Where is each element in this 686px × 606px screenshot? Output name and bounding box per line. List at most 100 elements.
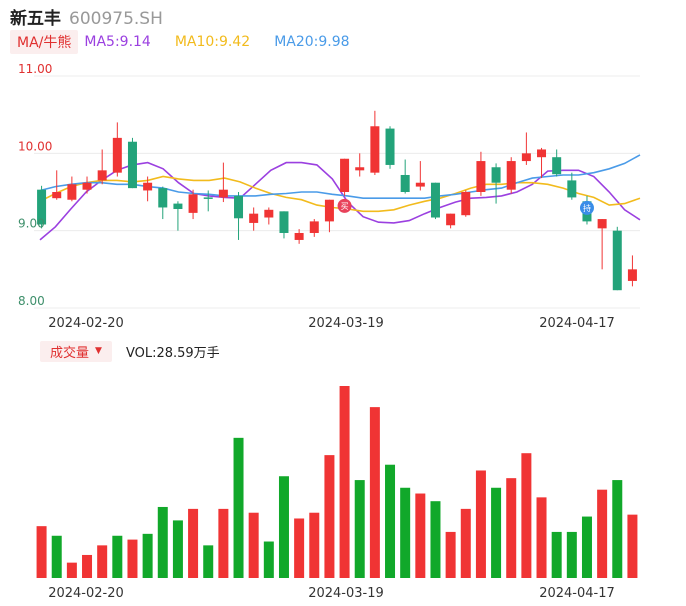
candle[interactable] (400, 159, 410, 194)
volume-bar (263, 541, 274, 578)
candle[interactable] (385, 126, 395, 169)
candle[interactable] (52, 170, 62, 200)
volume-bar (551, 531, 562, 578)
candle-body (203, 197, 213, 199)
volume-bar (127, 539, 138, 578)
candle-body (37, 189, 47, 225)
volume-bar (430, 501, 441, 578)
candle[interactable] (491, 163, 501, 204)
candle[interactable] (537, 147, 547, 179)
volume-bar (612, 480, 623, 578)
candle[interactable] (264, 207, 274, 225)
candle[interactable] (82, 176, 92, 194)
x-tick-label: 2024-04-17 (539, 586, 615, 601)
candlestick-chart[interactable]: 买 持 11.00 10.00 9.00 8.00 2024-02-20 2024-03-… (0, 0, 686, 335)
candle-body (173, 203, 183, 210)
signal-label: 买 (341, 202, 349, 211)
volume-bar (142, 533, 153, 578)
volume-bar (278, 476, 289, 578)
candle-body (264, 209, 274, 218)
candle-body (309, 221, 319, 233)
volume-bar (112, 535, 123, 578)
candle-body (567, 180, 577, 198)
ma-indicator-toggle[interactable]: MA/牛熊 (10, 30, 79, 54)
y-tick-label: 11.00 (18, 62, 52, 76)
signal-label: 持 (583, 203, 591, 213)
candle-body (97, 170, 107, 181)
candle-body (355, 167, 365, 171)
volume-bar (97, 545, 108, 578)
candle[interactable] (597, 219, 607, 270)
candle[interactable] (158, 186, 168, 220)
volume-bar (536, 497, 547, 578)
caret-down-icon: ▼ (95, 346, 102, 356)
buy-signal-icon[interactable]: 买 (337, 198, 352, 213)
candle[interactable] (173, 201, 183, 231)
candle-body (158, 188, 168, 208)
candle[interactable] (552, 149, 562, 177)
volume-bar (400, 487, 411, 578)
candle[interactable] (370, 110, 380, 175)
volume-bar (36, 526, 47, 578)
candle[interactable] (67, 176, 77, 202)
candle[interactable] (340, 158, 350, 196)
candle[interactable] (446, 213, 456, 229)
candle-body (415, 182, 425, 187)
candle[interactable] (203, 190, 213, 212)
candle[interactable] (476, 151, 486, 196)
candle[interactable] (234, 192, 244, 240)
volume-legend: 成交量 ▼ VOL:28.59万手 (40, 340, 220, 362)
candle[interactable] (249, 207, 259, 231)
candle[interactable] (567, 172, 577, 200)
candle[interactable] (97, 149, 107, 185)
hold-signal-icon[interactable]: 持 (579, 200, 594, 215)
candle[interactable] (37, 185, 47, 229)
volume-bar (581, 516, 592, 578)
volume-bar (491, 487, 502, 578)
candle[interactable] (294, 229, 304, 244)
candle[interactable] (112, 122, 122, 177)
candle[interactable] (627, 255, 637, 287)
candle[interactable] (430, 182, 440, 220)
candle[interactable] (127, 137, 137, 189)
candle-body (446, 213, 456, 226)
volume-bar (157, 506, 168, 578)
volume-bar (385, 464, 396, 578)
y-tick-label: 8.00 (18, 294, 45, 308)
volume-bar (475, 470, 486, 578)
candle[interactable] (461, 190, 471, 217)
candle-body (461, 192, 471, 216)
candle-body (294, 232, 304, 240)
candle[interactable] (612, 226, 622, 291)
volume-indicator-dropdown[interactable]: 成交量 ▼ (40, 340, 112, 362)
candle[interactable] (415, 161, 425, 191)
volume-bar (309, 512, 320, 578)
candle-body (627, 269, 637, 281)
ma20-legend: MA20:9.98 (274, 34, 350, 50)
candle[interactable] (506, 157, 516, 194)
candle[interactable] (218, 162, 228, 203)
candle[interactable] (355, 153, 365, 177)
volume-bar (460, 508, 471, 578)
candle-body (127, 141, 137, 189)
candle[interactable] (309, 219, 319, 237)
candle[interactable] (324, 199, 334, 233)
ma20-line (39, 154, 641, 199)
volume-bar (203, 545, 214, 578)
volume-bar (521, 453, 532, 578)
volume-bar (51, 535, 62, 578)
signal-badge (579, 200, 594, 215)
stock-code: 600975.SH (69, 9, 163, 29)
candle[interactable] (143, 176, 153, 202)
candle[interactable] (188, 189, 198, 220)
candle-body (188, 194, 198, 213)
candle[interactable] (521, 132, 531, 165)
candle-body (506, 161, 516, 190)
stock-name: 新五丰 (10, 9, 61, 29)
volume-bar (172, 520, 183, 578)
candle[interactable] (279, 211, 289, 239)
candle-body (82, 182, 92, 190)
volume-bar (339, 386, 350, 578)
ma10-legend: MA10:9.42 (174, 34, 251, 50)
